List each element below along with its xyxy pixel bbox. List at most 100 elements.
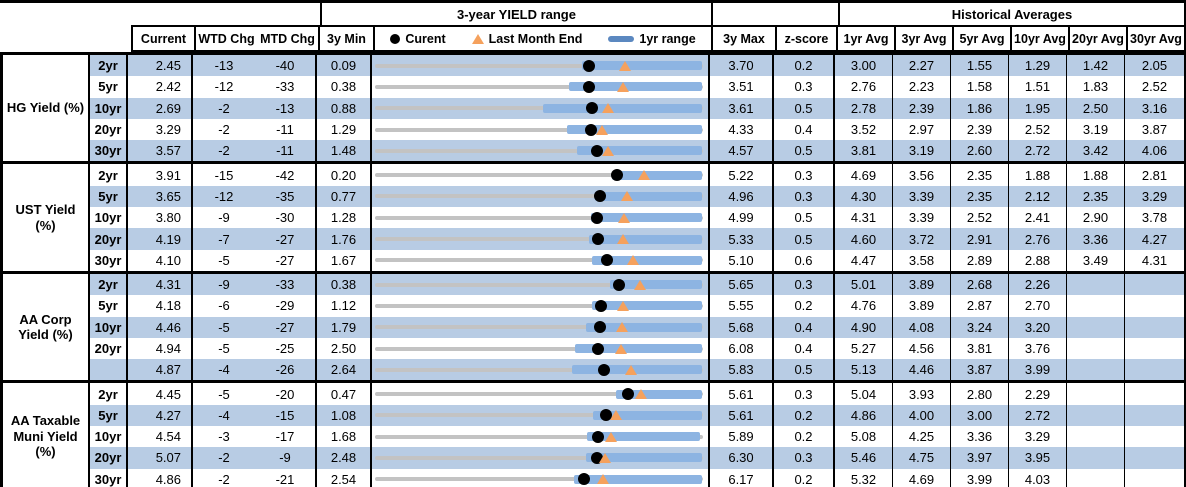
legend-current-label: Curent: [405, 31, 446, 46]
4-avg-value: 1.51: [1009, 76, 1067, 98]
1-avg-value: 4.30: [835, 185, 893, 208]
4-avg-value: 2.72: [1009, 404, 1067, 427]
wtd-chg-value: -2: [218, 100, 230, 116]
4-avg-value: 2.29: [1009, 383, 1067, 405]
6-avg-value: [1125, 469, 1184, 487]
3y-range-track: [375, 194, 703, 199]
3y-min-value: 2.54: [317, 468, 372, 487]
2-avg-value: 2.39: [893, 97, 951, 119]
col-header-z-score: z-score: [777, 25, 838, 52]
3-avg-value: 3.24: [951, 316, 1009, 338]
6-avg-value: [1125, 359, 1184, 380]
2-avg-value: 3.58: [893, 249, 951, 271]
3y-max-value: 4.99: [710, 207, 774, 229]
last-month-end-marker: [597, 474, 610, 485]
6-avg-value: [1125, 383, 1184, 404]
3-avg-value: 3.99: [951, 468, 1009, 487]
6-avg-value: [1125, 274, 1184, 295]
wtd-chg-value: -12: [214, 79, 234, 95]
last-month-end-marker: [616, 322, 629, 333]
wtd-chg-value: -2: [218, 122, 230, 138]
6-avg-value: [1125, 426, 1184, 447]
col-header-1yr-avg: 1yr Avg: [838, 25, 896, 52]
current-marker: [610, 169, 623, 182]
wtd-chg-value: -4: [218, 362, 230, 378]
1yr-range-bar: [609, 280, 702, 290]
3-avg-value: 1.55: [951, 55, 1009, 77]
3-avg-value: 2.80: [951, 383, 1009, 405]
3-avg-value: 1.58: [951, 76, 1009, 98]
1-avg-value: 4.60: [835, 228, 893, 250]
z-score-value: 0.2: [774, 295, 835, 317]
5-avg-value: [1067, 468, 1125, 487]
current-value: 4.86: [128, 468, 193, 487]
group-label: AA Taxable Muni Yield (%): [3, 383, 90, 487]
table-row: 5yr 4.27 -4 -15 1.08 5.61 0.2 4.86 4.00 3.00 2.72: [90, 404, 1184, 427]
1yr-range-bar: [573, 474, 702, 484]
tenor-label: 10yr: [90, 316, 128, 338]
3y-min-value: 0.47: [317, 383, 372, 405]
2-avg-value: 3.72: [893, 228, 951, 250]
current-marker: [613, 278, 626, 291]
3y-max-value: 5.22: [710, 164, 774, 186]
tenor-label: 10yr: [90, 97, 128, 119]
3-avg-value: 2.35: [951, 164, 1009, 186]
3-avg-value: 2.68: [951, 273, 1009, 296]
current-marker: [578, 473, 591, 486]
3-avg-value: 2.87: [951, 295, 1009, 317]
6-avg-value: 2.81: [1141, 167, 1168, 183]
3-avg-value: 3.97: [951, 447, 1009, 469]
3y-range-track: [375, 282, 703, 287]
1-avg-value: 4.90: [835, 316, 893, 338]
last-month-end-triangle-icon: [471, 33, 484, 44]
3y-max-value: 5.61: [710, 383, 774, 405]
4-avg-value: 2.52: [1009, 118, 1067, 141]
2-avg-value: 3.56: [893, 164, 951, 186]
current-marker: [591, 233, 604, 246]
yield-group: HG Yield (%) 2yr 2.45 -13 -40 0.09 3.70 0.2 3.00…: [0, 52, 1186, 162]
tenor-label: 5yr: [90, 185, 128, 208]
range-chart-title: 3-year YIELD range: [320, 3, 713, 25]
legend-item-last-month-end: Last Month End: [471, 32, 582, 46]
mtd-chg-value: -9: [255, 447, 317, 469]
1yr-range-bar: [574, 344, 702, 353]
3y-max-value: 5.55: [710, 295, 774, 317]
range-chart-cell: [372, 295, 710, 317]
3y-range-track: [375, 346, 703, 351]
z-score-value: 0.3: [774, 447, 835, 469]
table-row: 4.87 -4 -26 2.64 5.83 0.5 5.13 4.46 3.87 3.99: [90, 359, 1184, 381]
current-marker: [591, 211, 604, 224]
group-rows: 2yr 3.91 -15 -42 0.20 5.22 0.3 4.69 3.56 2.35 1.88…: [90, 164, 1184, 271]
wtd-chg-value: -6: [218, 298, 230, 314]
last-month-end-marker: [621, 191, 634, 202]
1yr-range-bar: [572, 365, 702, 375]
current-value: 4.54: [128, 426, 193, 448]
3y-range-track: [375, 434, 703, 439]
z-score-value: 0.5: [774, 228, 835, 250]
last-month-end-marker: [596, 124, 609, 135]
6-avg-value: 4.27: [1141, 231, 1168, 247]
wtd-chg-value: -15: [214, 167, 234, 183]
tenor-label: 2yr: [90, 164, 128, 186]
4-avg-value: 2.72: [1009, 140, 1067, 162]
2-avg-value: 4.00: [893, 404, 951, 427]
table-row: 20yr 4.19 -7 -27 1.76 5.33 0.5 4.60 3.72 2.91 2.76…: [90, 228, 1184, 250]
mtd-chg-value: -17: [255, 426, 317, 448]
3y-range-track: [375, 392, 703, 397]
6-avg-value: 3.78: [1141, 210, 1168, 226]
1-avg-value: 3.00: [835, 55, 893, 77]
current-marker: [593, 321, 606, 334]
range-chart-cell: [372, 118, 710, 141]
5-avg-value: [1067, 359, 1125, 381]
5-avg-value: 1.42: [1067, 55, 1125, 77]
1yr-range-bar: [611, 170, 702, 180]
last-month-end-marker: [633, 279, 646, 290]
3y-min-value: 2.64: [317, 359, 372, 381]
col-header-wtd-mtd: WTD Chg MTD Chg: [196, 25, 320, 52]
6-avg-value: 3.29: [1141, 188, 1168, 204]
last-month-end-marker: [635, 389, 648, 400]
range-chart-cell: [372, 249, 710, 271]
5-avg-value: 3.49: [1067, 249, 1125, 271]
1-avg-value: 5.01: [835, 273, 893, 296]
